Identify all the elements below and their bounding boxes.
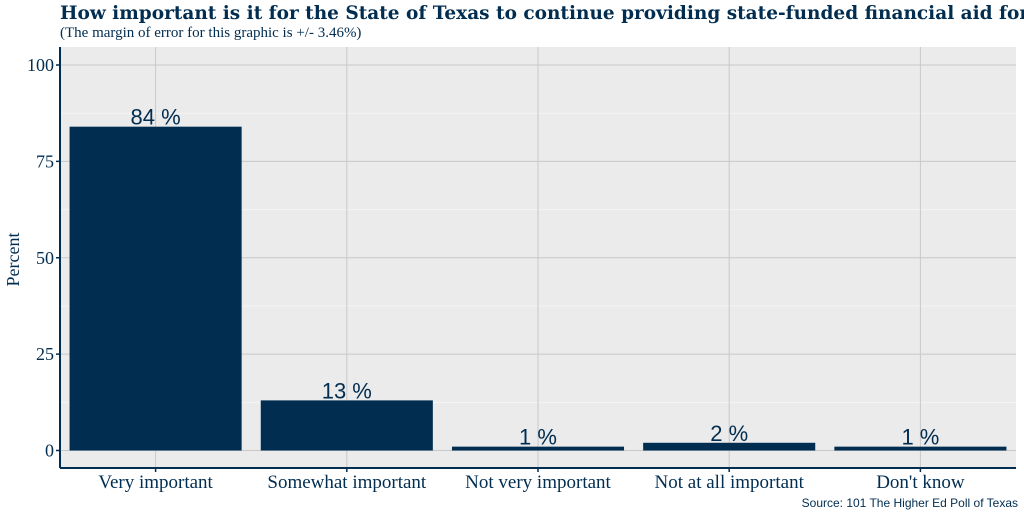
x-tick-label: Don't know	[876, 472, 965, 493]
data-label: 84 %	[131, 105, 181, 130]
y-tick-label: 25	[36, 344, 54, 364]
source-note: Source: 101 The Higher Ed Poll of Texas	[801, 496, 1018, 510]
chart-title: How important is it for the State of Tex…	[60, 3, 1024, 24]
x-tick-label: Not at all important	[655, 472, 805, 493]
y-axis-label: Percent	[3, 233, 23, 287]
x-tick-label: Somewhat important	[267, 472, 427, 493]
data-label: 1 %	[519, 425, 557, 450]
x-tick-label: Very important	[98, 472, 213, 493]
bar	[834, 446, 1007, 451]
bar	[69, 126, 242, 451]
data-label: 2 %	[710, 421, 748, 446]
data-label: 1 %	[901, 425, 939, 450]
bar	[451, 446, 625, 451]
y-tick-label: 100	[27, 55, 54, 75]
data-label: 13 %	[322, 378, 372, 403]
y-tick-label: 50	[36, 248, 54, 268]
y-tick-label: 0	[45, 441, 54, 461]
y-tick-label: 75	[36, 151, 54, 171]
chart-subtitle: (The margin of error for this graphic is…	[60, 25, 362, 41]
x-tick-label: Not very important	[465, 472, 611, 493]
bar	[643, 442, 816, 451]
bar	[260, 400, 433, 451]
